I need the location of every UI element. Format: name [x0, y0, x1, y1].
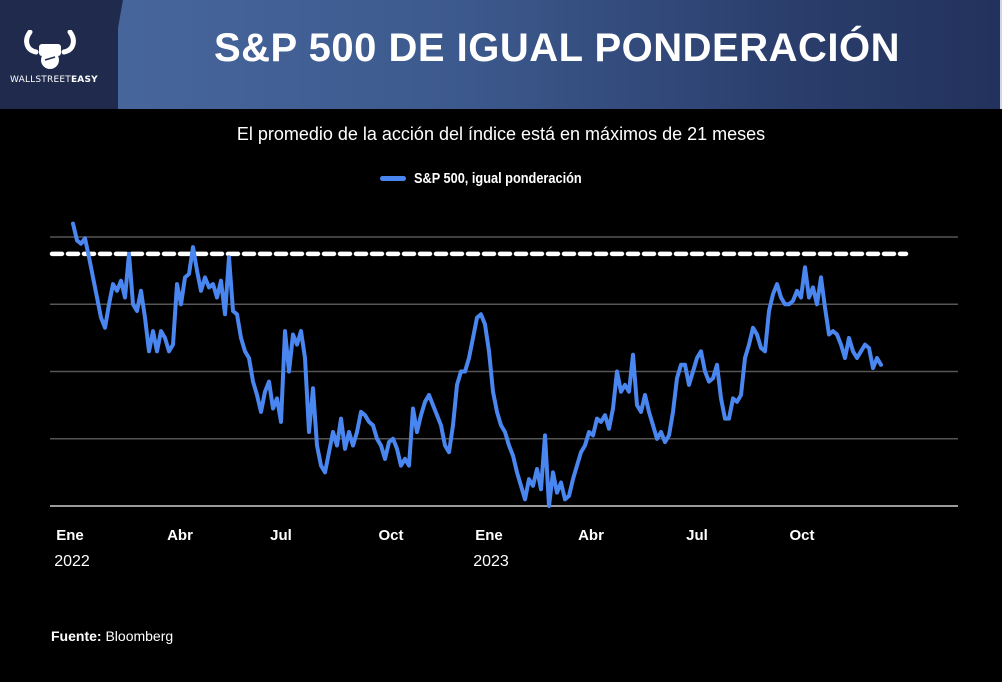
x-tick-year: 2022 — [54, 553, 90, 570]
x-tick-label: Oct — [789, 527, 814, 544]
page-title: S&P 500 DE IGUAL PONDERACIÓN — [213, 26, 900, 70]
x-tick-year: 2023 — [473, 553, 509, 570]
x-tick-label: Ene — [475, 527, 503, 544]
x-tick-label: Jul — [686, 527, 708, 544]
header-banner: WALLSTREETEASY S&P 500 DE IGUAL PONDERAC… — [0, 0, 1002, 109]
x-tick-label: Abr — [167, 527, 193, 544]
brand-name-light: WALLSTREET — [10, 75, 71, 85]
x-tick-label: Abr — [578, 527, 604, 544]
legend-swatch — [380, 176, 406, 181]
x-tick-label: Ene — [56, 527, 84, 544]
gridlines — [50, 236, 958, 507]
series-group — [71, 221, 883, 508]
x-axis-ticks: Ene 2022 Abr Jul Oct Ene 2023 Abr Jul Oct — [54, 527, 814, 570]
logo-panel-slant — [96, 0, 136, 109]
series-line — [71, 221, 883, 508]
bull-horns-fist-icon — [24, 30, 76, 69]
brand-wordmark: WALLSTREETEASY — [10, 75, 98, 85]
source-note: Fuente: Bloomberg — [51, 628, 173, 644]
x-tick-label: Oct — [378, 527, 403, 544]
source-value: Bloomberg — [105, 628, 174, 644]
legend-label: S&P 500, igual ponderación — [414, 170, 582, 187]
chart-title: El promedio de la acción del índice está… — [236, 124, 766, 144]
chart-legend: S&P 500, igual ponderación — [380, 170, 611, 187]
brand-name-bold: EASY — [70, 75, 98, 85]
source-label: Fuente: — [51, 628, 102, 644]
x-tick-label: Jul — [270, 527, 292, 544]
